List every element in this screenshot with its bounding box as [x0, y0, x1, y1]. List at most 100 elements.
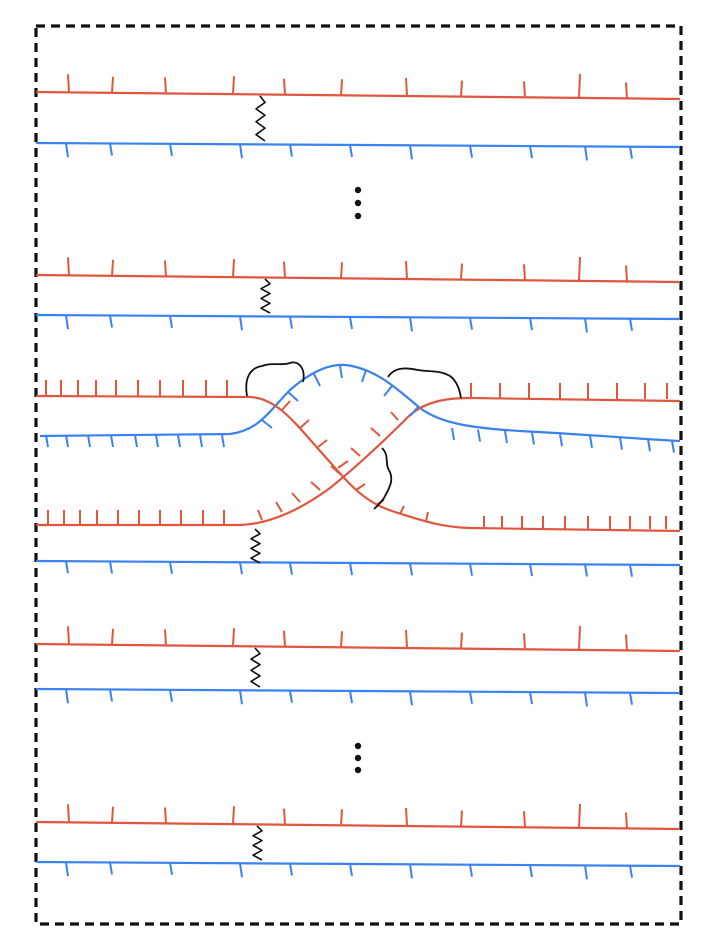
- red-tick: [164, 260, 167, 277]
- red-tick: [460, 263, 463, 280]
- blue-tick: [239, 316, 243, 331]
- blue-tick: [289, 863, 293, 876]
- red-tick: [399, 505, 405, 515]
- blue-tick: [629, 318, 633, 331]
- blue-tick: [239, 144, 243, 159]
- blue-tick: [289, 316, 293, 329]
- blue-tick: [65, 561, 69, 574]
- blue-tick: [409, 317, 413, 332]
- blue-tick: [671, 440, 675, 453]
- blue-tick: [339, 365, 343, 379]
- blue-tick: [409, 864, 413, 879]
- red-tick: [425, 511, 429, 522]
- blue-tick: [261, 419, 273, 429]
- red-tick: [67, 804, 70, 823]
- blue-tick: [504, 430, 508, 444]
- red-tick: [257, 509, 263, 521]
- red-tick: [350, 447, 361, 457]
- blue-tick: [109, 689, 113, 702]
- blue-tick: [169, 315, 173, 328]
- blue-tick: [469, 145, 473, 158]
- blue-tick: [349, 690, 353, 704]
- red-tick: [67, 257, 70, 276]
- wavy-link-icon: [250, 647, 261, 688]
- red-strand: [35, 90, 681, 101]
- ellipsis-dot: [354, 754, 362, 762]
- blue-tick: [584, 692, 588, 707]
- blue-tick: [349, 863, 353, 877]
- blue-tick: [589, 435, 593, 449]
- blue-tick: [65, 143, 69, 158]
- red-tick: [405, 77, 408, 97]
- red-tick: [405, 629, 408, 649]
- red-strand: [35, 820, 681, 831]
- ellipsis-dot: [354, 199, 362, 207]
- blue-strand: [35, 141, 681, 149]
- red-tick: [578, 803, 581, 828]
- ellipsis-dot: [354, 212, 362, 220]
- crossing-region: [35, 361, 681, 577]
- red-tick: [523, 264, 526, 281]
- blue-tick: [289, 562, 293, 575]
- blue-tick: [629, 692, 633, 705]
- red-tick: [390, 411, 399, 421]
- red-tick: [625, 265, 628, 282]
- blue-tick: [349, 316, 353, 330]
- blue-tick: [409, 691, 413, 706]
- red-tick: [405, 260, 408, 280]
- ellipsis-dot: [354, 742, 362, 750]
- blue-tick: [289, 144, 293, 157]
- blue-tick: [361, 369, 367, 383]
- red-tick: [283, 78, 286, 95]
- blue-tick: [109, 561, 113, 574]
- red-tick: [337, 460, 349, 469]
- strand-pair: [35, 73, 681, 161]
- red-tick: [578, 73, 581, 98]
- blue-tick: [529, 317, 533, 331]
- blue-tick: [619, 437, 623, 450]
- blue-tick: [469, 691, 473, 704]
- red-tick: [523, 811, 526, 828]
- red-tick: [111, 76, 114, 93]
- red-tick: [317, 439, 328, 448]
- red-tick: [370, 427, 381, 437]
- red-tick: [340, 79, 343, 96]
- blue-tick: [529, 145, 533, 159]
- blue-strand: [35, 687, 681, 695]
- blue-tick: [529, 864, 533, 878]
- wavy-link-icon: [260, 278, 271, 314]
- blue-tick: [177, 434, 181, 448]
- red-tick: [232, 628, 235, 647]
- red-tick: [111, 628, 114, 645]
- blue-tick: [584, 865, 588, 880]
- blue-tick: [65, 434, 69, 448]
- blue-tick: [289, 690, 293, 703]
- blue-tick: [383, 385, 393, 397]
- red-tick: [310, 481, 321, 491]
- blue-tick: [409, 563, 413, 576]
- red-tick: [164, 77, 167, 94]
- dashed-frame: [34, 24, 683, 926]
- blue-tick: [169, 689, 173, 702]
- ellipsis-dot: [354, 186, 362, 194]
- red-tick: [283, 630, 286, 647]
- red-tick: [405, 807, 408, 827]
- blue-tick: [109, 143, 113, 156]
- blue-tick: [349, 144, 353, 158]
- strand-pair: [35, 256, 681, 333]
- red-tick: [460, 632, 463, 649]
- strand-pair: [35, 625, 681, 707]
- blue-tick: [584, 564, 588, 577]
- blue-tick: [349, 562, 353, 576]
- blue-tick: [559, 433, 563, 447]
- blue-tick: [134, 434, 138, 448]
- red-tick: [67, 74, 70, 93]
- blue-tick: [584, 146, 588, 161]
- ellipsis-markers: [354, 186, 362, 774]
- blue-tick: [469, 317, 473, 330]
- blue-strand: [35, 559, 681, 567]
- strand-pair: [35, 803, 681, 880]
- blue-tick: [409, 406, 419, 417]
- red-tick: [291, 492, 301, 503]
- red-tick: [460, 810, 463, 827]
